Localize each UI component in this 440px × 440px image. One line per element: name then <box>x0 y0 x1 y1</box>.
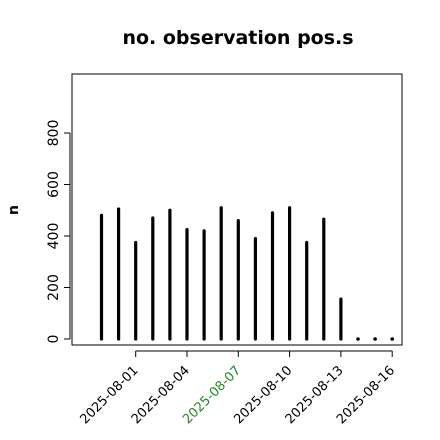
chart-title: no. observation pos.s <box>122 27 353 49</box>
y-tick-label: 600 <box>46 171 62 198</box>
y-axis-label: n <box>6 205 22 215</box>
bar <box>390 337 395 341</box>
bar <box>373 337 377 341</box>
bar <box>356 337 360 341</box>
y-tick-label: 400 <box>46 223 62 250</box>
y-tick-label: 200 <box>46 274 62 301</box>
bars-group <box>99 206 395 341</box>
y-tick-label: 0 <box>46 335 62 344</box>
x-axis: 2025-08-012025-08-042025-08-072025-08-10… <box>77 350 398 427</box>
y-tick-label: 800 <box>46 120 62 147</box>
y-axis: 0 200 400 600 800 <box>46 120 71 344</box>
plot-frame <box>71 73 403 346</box>
